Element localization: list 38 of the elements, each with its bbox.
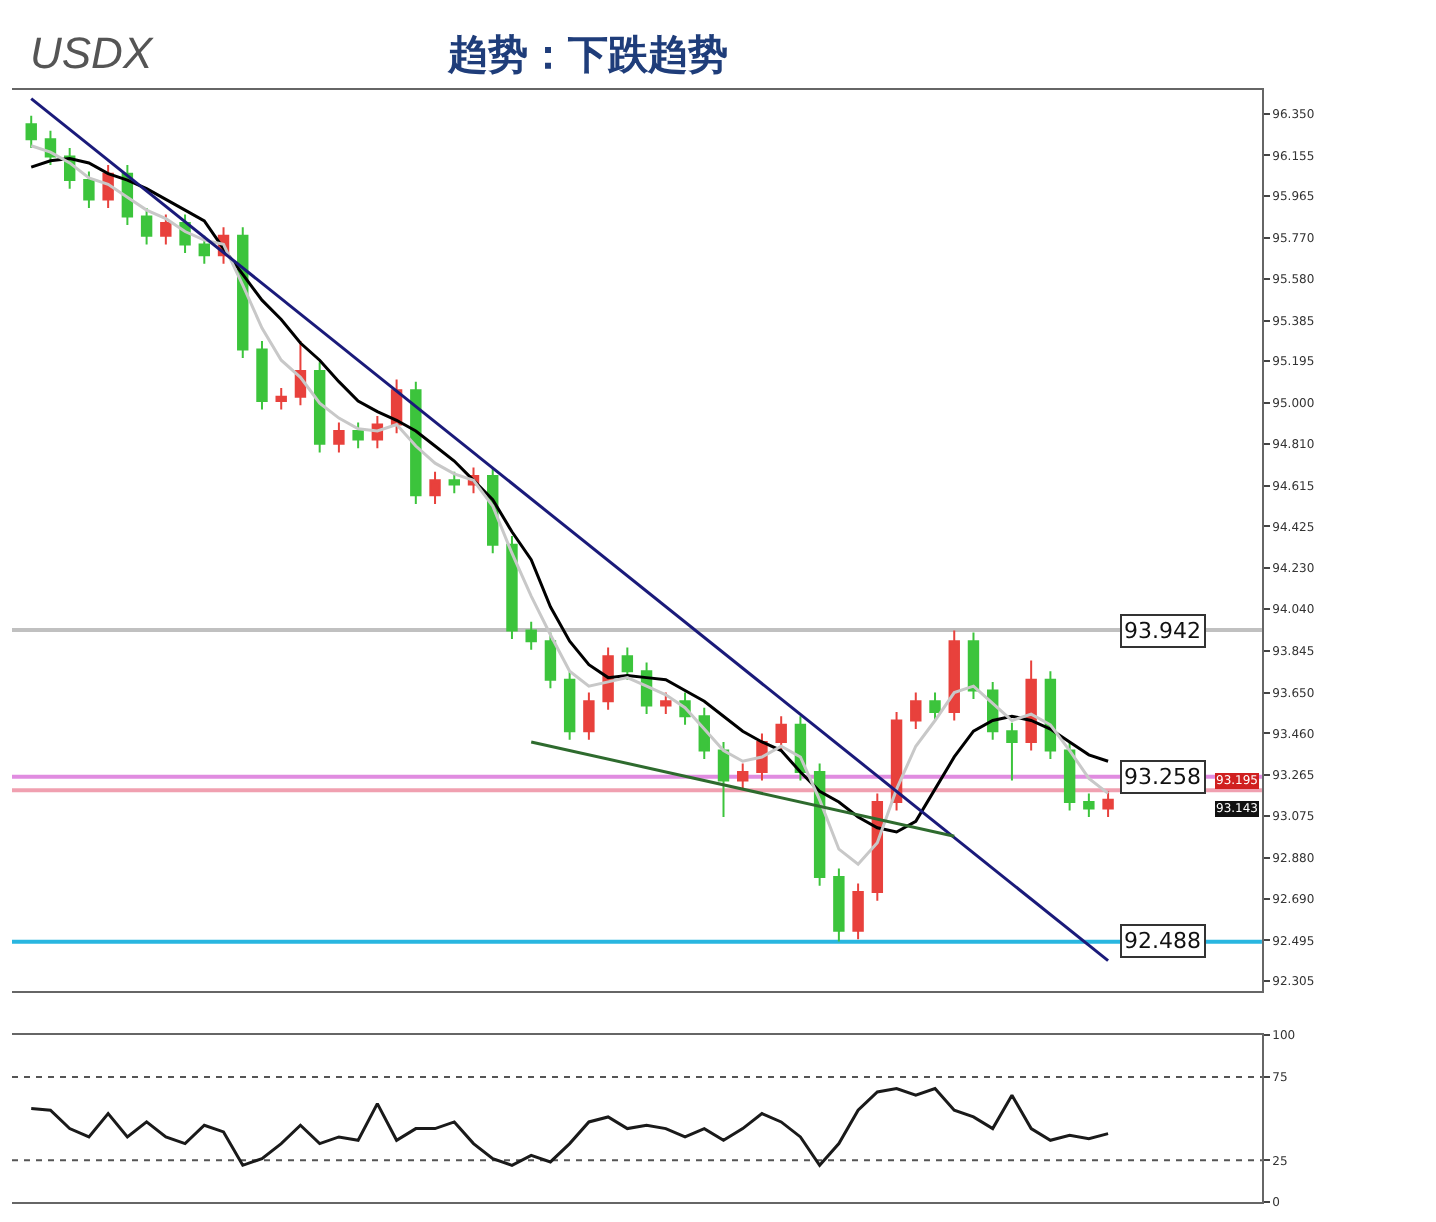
candlestick xyxy=(563,670,576,741)
candlestick xyxy=(525,620,537,651)
candlestick xyxy=(506,535,518,641)
candlestick xyxy=(25,114,37,149)
candlestick xyxy=(929,691,941,722)
candlestick xyxy=(352,421,364,450)
candlestick xyxy=(313,361,326,454)
candlestick xyxy=(660,691,672,716)
candlestick xyxy=(967,631,980,701)
candlestick xyxy=(1006,721,1018,782)
candlestick xyxy=(583,691,595,741)
candlestick xyxy=(910,691,922,731)
candlestick xyxy=(1063,740,1076,812)
line-series xyxy=(29,1087,1110,1167)
candlestick xyxy=(275,387,287,411)
candlestick xyxy=(83,170,95,209)
ref-line-label: 92.488 xyxy=(1124,928,1201,954)
ref-line-label: 93.258 xyxy=(1124,764,1201,790)
candlestick xyxy=(1083,792,1095,818)
candlestick xyxy=(775,715,787,752)
candlestick xyxy=(448,470,460,495)
chart-subtitle: 趋势：下跌趋势 xyxy=(446,30,728,78)
chart-title: USDX xyxy=(30,28,155,78)
candlestick xyxy=(140,206,153,246)
candlestick xyxy=(544,631,557,690)
ref-line-label: 93.942 xyxy=(1124,618,1201,644)
candlestick xyxy=(621,646,634,681)
candlestick xyxy=(1025,659,1037,752)
candlestick xyxy=(256,339,268,411)
candlestick xyxy=(717,740,730,818)
candlestick xyxy=(737,762,749,791)
candlestick xyxy=(160,213,172,246)
candlestick xyxy=(948,629,960,722)
candlestick xyxy=(333,421,345,454)
candlestick xyxy=(429,470,441,505)
candlestick xyxy=(833,867,845,943)
candlestick xyxy=(1102,790,1114,818)
candlestick xyxy=(852,882,864,941)
